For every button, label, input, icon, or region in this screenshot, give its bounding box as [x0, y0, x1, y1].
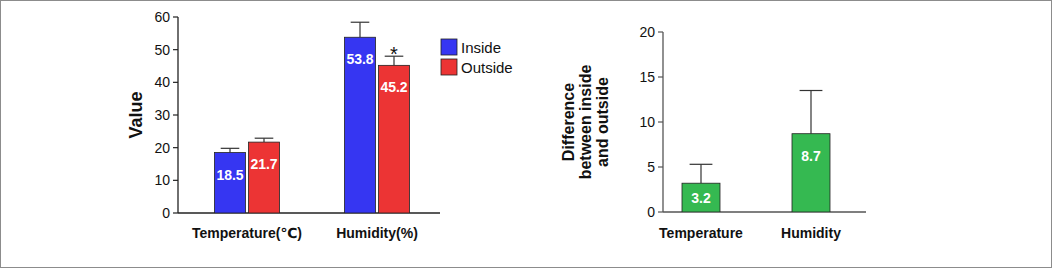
chart: 0 10 20 30 40 50 60 Value Temperature(℃) Humidity… — [126, 9, 513, 241]
bar — [249, 142, 280, 213]
legend-label: Outside — [461, 59, 513, 76]
error-cap — [800, 90, 823, 91]
frame — [1, 1, 1052, 268]
y-tick — [173, 114, 178, 115]
legend-label: Inside — [461, 39, 501, 56]
y-tick-label: 5 — [647, 159, 655, 175]
y-tick — [658, 211, 663, 212]
error-stem — [700, 164, 701, 183]
y-tick-label: 20 — [639, 24, 655, 40]
bar — [379, 65, 410, 213]
bar — [215, 153, 246, 213]
marks — [682, 91, 830, 213]
y-tick — [173, 82, 178, 83]
y-tick-label: 15 — [639, 69, 655, 85]
bar — [682, 183, 720, 212]
bar — [345, 37, 376, 213]
error-cap — [690, 164, 713, 165]
y-tick-label: 0 — [162, 205, 170, 221]
y-axis-label: and outside — [594, 77, 611, 167]
data-label: 21.7 — [250, 156, 277, 172]
y-axis — [177, 17, 178, 213]
y-tick-label: 40 — [154, 74, 170, 90]
labels: 3.2 8.7 — [691, 148, 821, 206]
x-tick-label: Humidity — [781, 225, 841, 241]
marks — [215, 22, 410, 213]
data-label: 53.8 — [346, 51, 373, 67]
error-cap — [221, 148, 240, 149]
y-tick-label: 20 — [154, 140, 170, 156]
data-label: 8.7 — [801, 148, 821, 164]
y-tick — [658, 121, 663, 122]
error-cap — [351, 22, 370, 23]
error-stem — [229, 148, 230, 152]
y-tick-label: 10 — [639, 114, 655, 130]
y-tick-label: 60 — [154, 9, 170, 25]
y-tick — [658, 31, 663, 32]
y-tick-label: 30 — [154, 107, 170, 123]
y-tick — [658, 76, 663, 77]
labels: 18.5 53.8 21.7 45.2 * — [216, 43, 407, 182]
y-axis-label: Value — [126, 91, 146, 138]
error-bar — [800, 91, 823, 134]
x-tick-label: Temperature — [659, 225, 743, 241]
error-bar — [351, 22, 370, 37]
y-tick — [173, 180, 178, 181]
annotation: * — [390, 43, 398, 65]
error-stem — [810, 91, 811, 134]
y-tick-label: 0 — [647, 204, 655, 220]
y-tick — [173, 16, 178, 17]
figure: 0102030405060ValueTemperature(℃)Humidity… — [0, 0, 1052, 268]
data-label: 3.2 — [691, 190, 711, 206]
error-cap — [255, 138, 274, 139]
error-bar — [221, 148, 240, 152]
y-tick-label: 10 — [154, 172, 170, 188]
y-axis-label: between inside — [577, 65, 594, 180]
y-axis — [662, 32, 663, 212]
legend-swatch — [441, 39, 457, 55]
y-tick — [658, 166, 663, 167]
chart: 0 5 10 15 20 Differencebetween insideand outs… — [560, 24, 866, 241]
bar — [792, 134, 830, 212]
error-bar — [690, 164, 713, 183]
y-tick — [173, 49, 178, 50]
y-tick — [173, 212, 178, 213]
x-tick-label: Temperature(℃) — [192, 225, 302, 241]
x-tick-label: Humidity(%) — [336, 225, 418, 241]
legend: Inside Outside — [441, 39, 513, 76]
y-axis-label: Difference — [560, 83, 577, 161]
error-bar — [255, 138, 274, 142]
y-tick — [173, 147, 178, 148]
error-stem — [359, 22, 360, 37]
y-tick-label: 50 — [154, 42, 170, 58]
data-label: 18.5 — [216, 167, 243, 183]
legend-swatch — [441, 59, 457, 75]
data-label: 45.2 — [380, 79, 407, 95]
